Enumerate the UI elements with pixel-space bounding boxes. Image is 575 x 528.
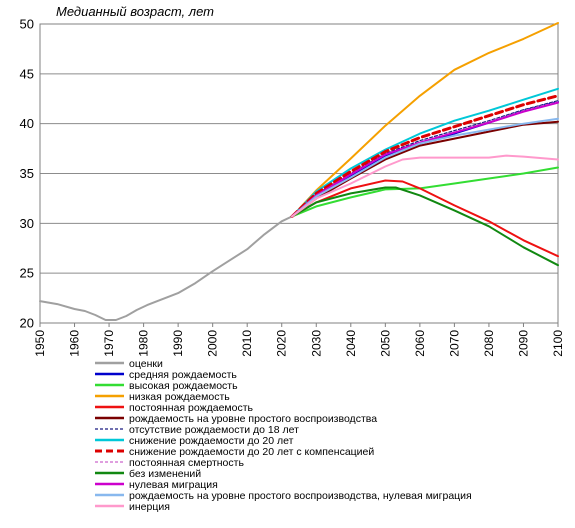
y-tick-label: 25 [20, 266, 34, 281]
y-tick-label: 50 [20, 17, 34, 32]
legend-label-9: постоянная смертность [129, 457, 244, 469]
x-tick-label: 2010 [240, 330, 254, 357]
series-line-4 [291, 179, 559, 258]
legend-label-12: рождаемость на уровне простого воспроизв… [129, 490, 472, 502]
legend-label-0: оценки [129, 358, 163, 370]
legend-label-11: нулевая миграция [129, 479, 218, 491]
y-tick-label: 40 [20, 116, 34, 131]
x-tick-label: 2080 [482, 330, 496, 357]
series-line-13 [291, 154, 559, 218]
series-line-5 [291, 120, 559, 218]
legend-label-7: снижение рождаемости до 20 лет [129, 435, 294, 447]
x-tick-label: 2060 [413, 330, 427, 357]
y-tick-label: 20 [20, 316, 34, 331]
y-tick-label: 35 [20, 166, 34, 181]
x-tick-label: 2100 [551, 330, 565, 357]
legend-label-13: инерция [129, 501, 170, 513]
series-line-12 [291, 117, 559, 218]
x-tick-label: 2090 [516, 330, 530, 357]
series-line-3 [291, 22, 559, 218]
legend-label-10: без изменений [129, 468, 201, 480]
x-tick-label: 1990 [171, 330, 185, 357]
x-tick-label: 1950 [33, 330, 47, 357]
y-tick-label: 45 [20, 66, 34, 81]
legend-label-6: отсутствие рождаемости до 18 лет [129, 424, 299, 436]
series-line-8 [290, 94, 560, 218]
series-lines [39, 22, 560, 321]
y-axis-label: Медианный возраст, лет [56, 4, 214, 19]
x-tick-label: 1970 [102, 330, 116, 357]
series-line-10 [291, 186, 559, 267]
x-tick-label: 2000 [206, 330, 220, 357]
x-tick-label: 2070 [447, 330, 461, 357]
y-tick-label: 30 [20, 216, 34, 231]
x-tick-label: 2050 [378, 330, 392, 357]
legend-label-3: низкая рождаемость [129, 391, 230, 403]
series-line-11 [291, 101, 559, 218]
gridlines [40, 23, 558, 324]
legend-label-2: высокая рождаемость [129, 380, 238, 392]
series-line-7 [291, 87, 559, 218]
axes: 20 25 30 35 40 45 50 1950 1960 1970 1980 1990 2000 20… [20, 17, 565, 357]
x-tick-label: 1980 [137, 330, 151, 357]
legend-label-1: средняя рождаемость [129, 369, 237, 381]
legend-label-5: рождаемость на уровне простого воспроизв… [129, 413, 377, 425]
x-tick-label: 2020 [275, 330, 289, 357]
x-tick-label: 1960 [68, 330, 82, 357]
plot-area-border [39, 23, 559, 324]
x-tick-label: 2030 [309, 330, 323, 357]
legend-label-8: снижение рождаемости до 20 лет с компенс… [129, 446, 374, 458]
series-line-0 [39, 215, 294, 321]
legend-label-4: постоянная рождаемость [129, 402, 254, 414]
x-tick-label: 2040 [344, 330, 358, 357]
